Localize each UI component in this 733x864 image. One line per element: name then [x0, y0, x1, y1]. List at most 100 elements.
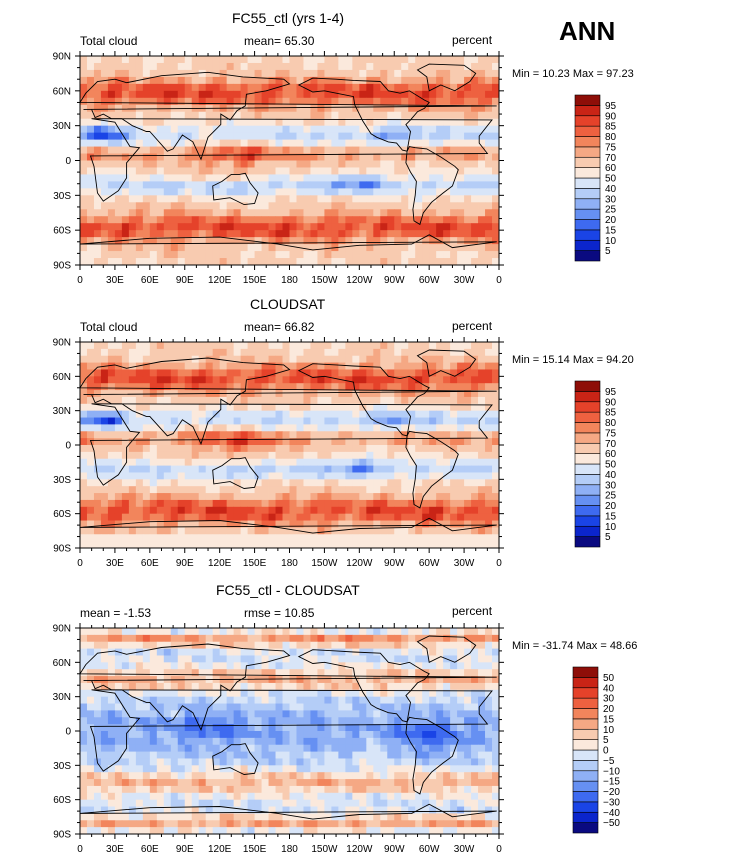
map-cell [219, 534, 228, 542]
map-cell [86, 251, 95, 259]
map-cell [331, 237, 339, 245]
map-cell [128, 69, 137, 78]
map-cell [114, 737, 123, 746]
map-cell [457, 153, 465, 161]
map-cell [373, 506, 381, 515]
map-cell [261, 342, 269, 350]
map-cell [177, 710, 186, 718]
map-cell [226, 90, 235, 99]
map-cell [226, 655, 235, 663]
map-cell [170, 472, 179, 480]
map-cell [324, 216, 332, 224]
map-cell [93, 355, 102, 363]
map-cell [324, 195, 332, 203]
map-cell [254, 369, 262, 377]
map-cell [289, 731, 297, 739]
map-cell [443, 125, 451, 134]
map-cell [93, 403, 102, 412]
map-cell [100, 689, 109, 698]
map-cell [93, 486, 102, 494]
map-cell [289, 403, 297, 412]
map-cell [380, 132, 388, 140]
map-cell [114, 195, 123, 203]
map-cell [289, 342, 297, 350]
map-cell [233, 737, 242, 746]
map-cell [289, 541, 297, 549]
map-cell [86, 348, 95, 357]
map-cell [184, 90, 193, 99]
map-cell [457, 56, 465, 64]
map-cell [156, 410, 165, 418]
map-cell [345, 662, 353, 670]
map-cell [401, 682, 409, 691]
map-cell [163, 160, 172, 168]
map-cell [93, 465, 102, 473]
map-cell [254, 682, 262, 691]
map-cell [219, 153, 228, 161]
map-cell [408, 209, 416, 217]
map-cell [303, 445, 311, 453]
map-cell [198, 689, 207, 698]
map-cell [485, 731, 493, 739]
map-cell [443, 362, 451, 370]
map-cell [233, 383, 242, 391]
map-cell [240, 209, 248, 217]
map-cell [289, 662, 297, 670]
map-cell [205, 244, 214, 252]
map-cell [401, 689, 409, 698]
map-cell [443, 534, 451, 542]
map-cell [492, 132, 500, 140]
map-cell [219, 202, 228, 210]
map-cell [401, 438, 409, 446]
map-cell [464, 188, 472, 196]
map-cell [366, 90, 374, 99]
map-cell [233, 230, 242, 238]
map-cell [338, 689, 346, 698]
map-cell [254, 118, 262, 127]
map-cell [86, 541, 95, 549]
map-cell [107, 62, 116, 71]
map-cell [282, 689, 290, 698]
map-cell [310, 69, 318, 78]
map-cell [198, 83, 207, 92]
map-cell [345, 153, 353, 161]
map-cell [261, 506, 269, 515]
map-cell [282, 655, 290, 663]
map-cell [184, 513, 193, 521]
map-cell [471, 83, 479, 92]
map-cell [212, 348, 221, 357]
map-cell [492, 641, 500, 649]
map-cell [345, 251, 353, 259]
map-cell [282, 438, 290, 446]
map-cell [429, 348, 437, 357]
map-cell [401, 97, 409, 106]
map-cell [86, 737, 95, 746]
map-cell [184, 251, 193, 259]
map-cell [142, 669, 151, 677]
map-cell [205, 451, 214, 460]
map-cell [464, 451, 472, 460]
map-cell [128, 202, 137, 210]
map-cell [170, 369, 179, 377]
map-cell [408, 465, 416, 473]
map-cell [457, 703, 465, 711]
map-cell [184, 724, 193, 732]
map-cell [191, 486, 200, 494]
map-cell [233, 355, 242, 363]
map-cell [464, 223, 472, 231]
map-cell [485, 682, 493, 691]
map-cell [338, 655, 346, 663]
map-cell [317, 451, 325, 460]
map-cell [373, 376, 381, 384]
map-cell [366, 710, 374, 718]
map-cell [233, 724, 242, 732]
map-cell [331, 97, 339, 106]
map-cell [135, 724, 144, 732]
map-cell [457, 69, 465, 78]
map-cell [240, 710, 248, 718]
map-cell [394, 641, 402, 649]
map-cell [240, 451, 248, 460]
map-cell [387, 390, 395, 398]
map-cell [282, 479, 290, 487]
map-cell [345, 396, 353, 405]
